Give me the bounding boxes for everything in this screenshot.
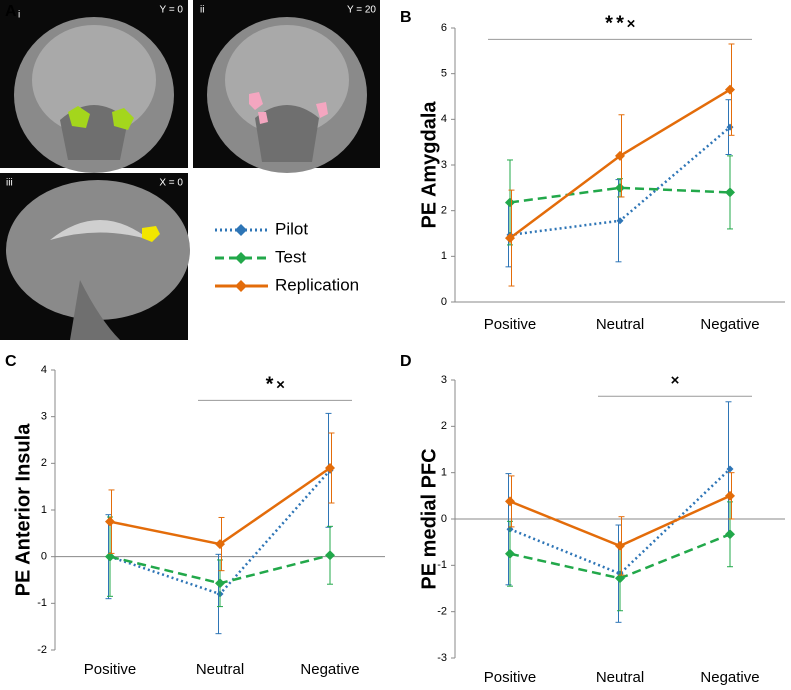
significance-mark: × bbox=[671, 372, 680, 389]
x-tick-label: Neutral bbox=[196, 661, 244, 678]
panel-label: A bbox=[5, 3, 17, 20]
y-axis-label: PE Amygdala bbox=[418, 101, 440, 229]
significance-mark: * bbox=[605, 13, 613, 35]
legend-label: Pilot bbox=[275, 219, 308, 238]
x-tick-label: Positive bbox=[484, 316, 537, 333]
y-tick-label: 4 bbox=[41, 364, 47, 376]
marker bbox=[615, 150, 625, 161]
y-tick-label: -2 bbox=[437, 606, 447, 618]
significance-mark: * bbox=[266, 374, 274, 396]
marker bbox=[105, 551, 115, 562]
marker bbox=[215, 539, 225, 550]
marker bbox=[105, 516, 115, 527]
y-tick-label: 5 bbox=[441, 68, 447, 80]
marker bbox=[725, 490, 735, 501]
y-tick-label: 1 bbox=[41, 504, 47, 516]
x-tick-label: Negative bbox=[700, 316, 759, 333]
marker bbox=[505, 197, 515, 208]
y-tick-label: 2 bbox=[441, 205, 447, 217]
y-axis-label: PE medial PFC bbox=[418, 448, 440, 589]
x-tick-label: Neutral bbox=[596, 316, 644, 333]
image-coordinate: Y = 20 bbox=[347, 5, 376, 16]
marker bbox=[505, 496, 515, 507]
legend-marker bbox=[235, 280, 247, 292]
y-tick-label: 1 bbox=[441, 250, 447, 262]
marker bbox=[615, 182, 625, 193]
marker bbox=[615, 540, 625, 551]
legend-label: Test bbox=[275, 247, 306, 266]
panel-label: C bbox=[5, 353, 17, 370]
legend-marker bbox=[235, 252, 247, 264]
y-tick-label: -1 bbox=[37, 597, 47, 609]
x-tick-label: Neutral bbox=[596, 669, 644, 686]
y-tick-label: 0 bbox=[441, 513, 447, 525]
significance-mark: × bbox=[276, 376, 285, 393]
image-label: iii bbox=[6, 178, 13, 189]
y-tick-label: 3 bbox=[441, 374, 447, 386]
marker bbox=[325, 463, 335, 473]
brain-image-iii bbox=[0, 173, 190, 340]
marker bbox=[615, 573, 625, 584]
y-axis-label: PE Anterior Insula bbox=[12, 423, 34, 597]
marker bbox=[616, 217, 624, 225]
y-tick-label: 0 bbox=[41, 551, 47, 563]
legend-label: Replication bbox=[275, 275, 359, 294]
y-tick-label: 6 bbox=[441, 22, 447, 34]
panel-label: D bbox=[400, 353, 412, 370]
image-label: ii bbox=[200, 5, 204, 16]
marker bbox=[505, 548, 515, 559]
y-tick-label: 2 bbox=[41, 457, 47, 469]
y-tick-label: 1 bbox=[441, 467, 447, 479]
x-tick-label: Negative bbox=[700, 669, 759, 686]
marker bbox=[725, 187, 735, 198]
image-coordinate: Y = 0 bbox=[160, 5, 184, 16]
y-tick-label: 0 bbox=[441, 296, 447, 308]
legend-marker bbox=[235, 224, 247, 236]
y-tick-label: -1 bbox=[437, 559, 447, 571]
image-label: i bbox=[18, 10, 20, 21]
y-tick-label: 3 bbox=[441, 159, 447, 171]
y-tick-label: 4 bbox=[441, 113, 447, 125]
series-line bbox=[109, 466, 331, 546]
series-line bbox=[509, 186, 731, 204]
y-tick-label: 2 bbox=[441, 420, 447, 432]
x-tick-label: Positive bbox=[484, 669, 537, 686]
significance-mark: * bbox=[616, 13, 624, 35]
x-tick-label: Positive bbox=[84, 661, 137, 678]
marker bbox=[215, 578, 225, 589]
series-line bbox=[509, 88, 731, 240]
brain-image-i bbox=[0, 0, 188, 173]
y-tick-label: -2 bbox=[37, 644, 47, 656]
x-tick-label: Negative bbox=[300, 661, 359, 678]
marker bbox=[325, 550, 335, 561]
panel-label: B bbox=[400, 9, 412, 26]
brain-image-ii bbox=[193, 0, 380, 173]
series-line bbox=[509, 494, 731, 548]
marker bbox=[505, 233, 515, 244]
image-coordinate: X = 0 bbox=[159, 178, 183, 189]
marker bbox=[725, 529, 735, 540]
y-tick-label: -3 bbox=[437, 652, 447, 664]
significance-mark: × bbox=[627, 15, 636, 32]
marker bbox=[726, 465, 734, 473]
y-tick-label: 3 bbox=[41, 411, 47, 423]
marker bbox=[725, 84, 735, 95]
